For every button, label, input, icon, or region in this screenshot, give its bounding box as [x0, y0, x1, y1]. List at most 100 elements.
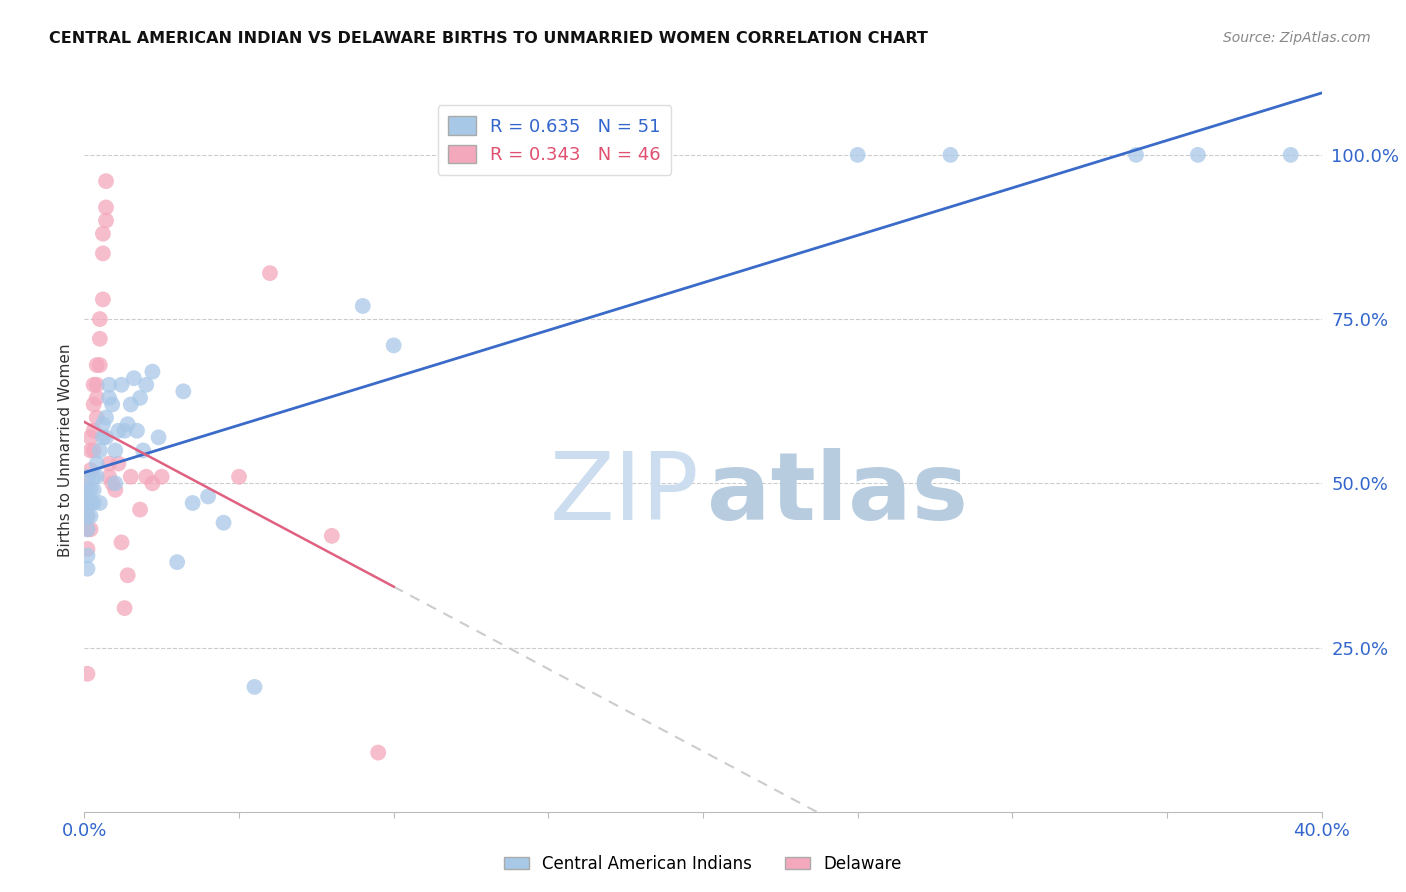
Point [212, 516, 235, 530]
Point [135, 377, 157, 392]
Point [76, 496, 98, 510]
Point [79, 430, 101, 444]
Point [141, 365, 163, 379]
Point [76, 469, 98, 483]
Point [76, 549, 98, 563]
Point [110, 535, 132, 549]
Point [141, 476, 163, 491]
Point [79, 496, 101, 510]
Point [114, 601, 136, 615]
Point [243, 680, 266, 694]
Point [94, 174, 117, 188]
Point [76, 541, 98, 556]
Point [98, 391, 121, 405]
Text: Source: ZipAtlas.com: Source: ZipAtlas.com [1223, 31, 1371, 45]
Point [79, 522, 101, 536]
Point [1125, 148, 1147, 162]
Point [86, 358, 108, 372]
Point [76, 469, 98, 483]
Point [79, 463, 101, 477]
Point [98, 377, 121, 392]
Point [181, 496, 204, 510]
Point [86, 391, 108, 405]
Point [79, 443, 101, 458]
Point [76, 666, 98, 681]
Point [135, 469, 157, 483]
Point [79, 509, 101, 524]
Point [83, 377, 105, 392]
Point [129, 391, 152, 405]
Point [129, 502, 152, 516]
Point [150, 469, 173, 483]
Point [104, 483, 127, 497]
Y-axis label: Births to Unmarried Women: Births to Unmarried Women [58, 343, 73, 558]
Point [172, 384, 194, 399]
Point [114, 424, 136, 438]
Point [76, 483, 98, 497]
Point [197, 490, 219, 504]
Point [120, 469, 142, 483]
Point [89, 358, 111, 372]
Point [83, 469, 105, 483]
Point [125, 424, 148, 438]
Point [101, 397, 124, 411]
Point [76, 522, 98, 536]
Point [367, 746, 389, 760]
Point [89, 332, 111, 346]
Point [76, 496, 98, 510]
Point [259, 266, 281, 280]
Point [76, 483, 98, 497]
Text: CENTRAL AMERICAN INDIAN VS DELAWARE BIRTHS TO UNMARRIED WOMEN CORRELATION CHART: CENTRAL AMERICAN INDIAN VS DELAWARE BIRT… [49, 31, 928, 46]
Point [846, 148, 869, 162]
Point [79, 483, 101, 497]
Point [117, 568, 139, 582]
Point [91, 417, 114, 432]
Point [1279, 148, 1302, 162]
Point [76, 509, 98, 524]
Point [91, 430, 114, 444]
Point [94, 410, 117, 425]
Legend: Central American Indians, Delaware: Central American Indians, Delaware [498, 848, 908, 880]
Point [94, 430, 117, 444]
Legend: R = 0.635   N = 51, R = 0.343   N = 46: R = 0.635 N = 51, R = 0.343 N = 46 [437, 105, 672, 175]
Point [166, 555, 188, 569]
Point [86, 469, 108, 483]
Point [120, 397, 142, 411]
Point [352, 299, 374, 313]
Point [98, 469, 121, 483]
Point [228, 469, 250, 483]
Point [122, 371, 145, 385]
Point [89, 443, 111, 458]
Point [76, 509, 98, 524]
Point [76, 562, 98, 576]
Point [104, 476, 127, 491]
Point [86, 377, 108, 392]
Point [79, 496, 101, 510]
Point [91, 293, 114, 307]
Text: ZIP: ZIP [550, 448, 699, 540]
Point [98, 457, 121, 471]
Point [83, 483, 105, 497]
Text: atlas: atlas [707, 448, 967, 540]
Point [94, 213, 117, 227]
Point [94, 201, 117, 215]
Point [83, 397, 105, 411]
Point [1187, 148, 1209, 162]
Point [76, 522, 98, 536]
Point [107, 457, 129, 471]
Point [939, 148, 962, 162]
Point [148, 430, 170, 444]
Point [321, 529, 343, 543]
Point [86, 410, 108, 425]
Point [91, 227, 114, 241]
Point [89, 312, 111, 326]
Point [101, 476, 124, 491]
Point [83, 496, 105, 510]
Point [89, 496, 111, 510]
Point [117, 417, 139, 432]
Point [110, 377, 132, 392]
Point [104, 443, 127, 458]
Point [83, 443, 105, 458]
Point [91, 246, 114, 260]
Point [132, 443, 155, 458]
